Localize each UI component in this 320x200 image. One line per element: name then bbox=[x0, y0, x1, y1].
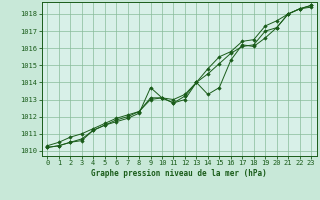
X-axis label: Graphe pression niveau de la mer (hPa): Graphe pression niveau de la mer (hPa) bbox=[91, 169, 267, 178]
